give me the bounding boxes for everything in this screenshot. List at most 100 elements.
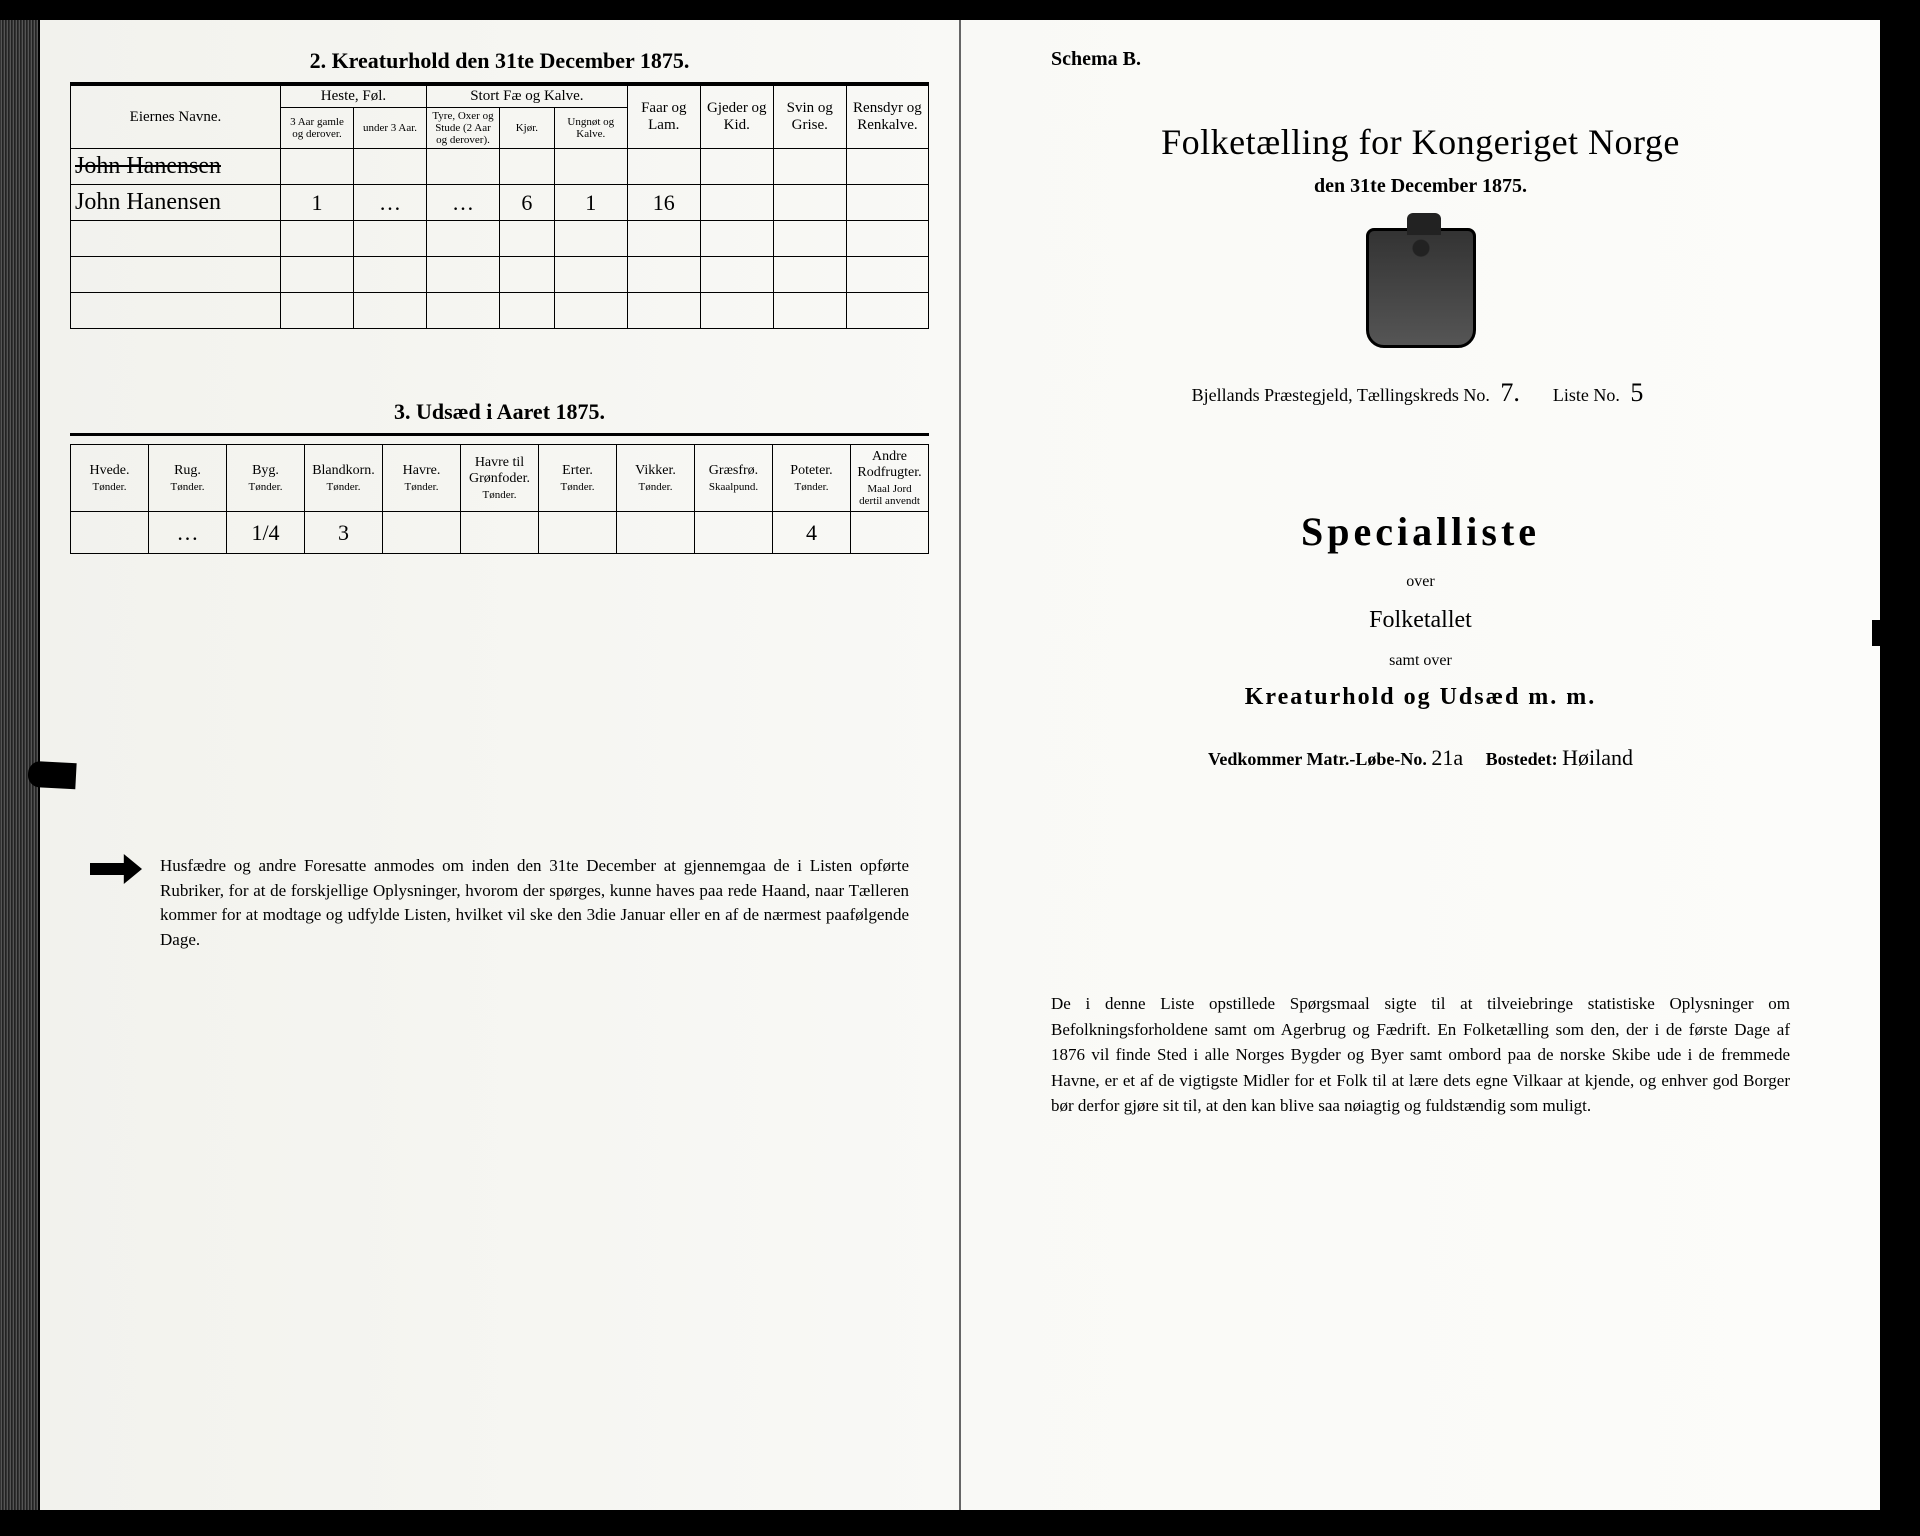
cell: 6 xyxy=(500,185,555,221)
cell xyxy=(554,293,627,329)
section3-title: 3. Udsæd i Aaret 1875. xyxy=(70,399,929,425)
cell xyxy=(773,293,846,329)
col-reindeer: Rensdyr og Renkalve. xyxy=(846,86,928,149)
cell xyxy=(700,221,773,257)
cell xyxy=(846,185,928,221)
col-sheep: Faar og Lam. xyxy=(627,86,700,149)
seed-col: Poteter.Tønder. xyxy=(773,445,851,512)
cell xyxy=(280,221,353,257)
section2-title: 2. Kreaturhold den 31te December 1875. xyxy=(70,48,929,74)
cell xyxy=(71,293,281,329)
table-row xyxy=(71,221,929,257)
col-bull: Tyre, Oxer og Stude (2 Aar og derover). xyxy=(426,108,499,149)
over-label: over xyxy=(991,573,1850,591)
schema-label: Schema B. xyxy=(1051,48,1850,71)
cell xyxy=(500,149,555,185)
right-footnote: De i denne Liste opstillede Spørgsmaal s… xyxy=(991,991,1850,1119)
cell xyxy=(627,149,700,185)
seed-cell xyxy=(461,512,539,554)
table-row: John Hanensen xyxy=(71,149,929,185)
cell xyxy=(700,293,773,329)
census-title: Folketælling for Kongeriget Norge xyxy=(991,121,1850,163)
seed-cell: … xyxy=(149,512,227,554)
col-name: Eiernes Navne. xyxy=(71,86,281,149)
cell xyxy=(627,257,700,293)
col-horse-old: 3 Aar gamle og derover. xyxy=(280,108,353,149)
cell xyxy=(846,257,928,293)
list-label: Liste No. xyxy=(1553,385,1620,405)
cell xyxy=(700,149,773,185)
seed-col: Erter.Tønder. xyxy=(539,445,617,512)
col-calf: Ungnøt og Kalve. xyxy=(554,108,627,149)
seed-cell: 1/4 xyxy=(227,512,305,554)
left-page: 2. Kreaturhold den 31te December 1875. E… xyxy=(40,20,961,1510)
col-cattle: Stort Fæ og Kalve. xyxy=(426,86,627,108)
cell xyxy=(500,257,555,293)
seed-cell xyxy=(851,512,929,554)
cell xyxy=(554,257,627,293)
cell xyxy=(71,257,281,293)
table-row xyxy=(71,293,929,329)
cell: 16 xyxy=(627,185,700,221)
cell xyxy=(846,221,928,257)
list-number: 5 xyxy=(1630,378,1643,407)
cell: … xyxy=(353,185,426,221)
cell xyxy=(700,185,773,221)
cell: … xyxy=(426,185,499,221)
seed-cell: 3 xyxy=(305,512,383,554)
cell xyxy=(426,293,499,329)
cell xyxy=(353,221,426,257)
cell xyxy=(773,221,846,257)
seed-col: Byg.Tønder. xyxy=(227,445,305,512)
livestock-table: Eiernes Navne. Heste, Føl. Stort Fæ og K… xyxy=(70,85,929,329)
cell xyxy=(71,221,281,257)
seed-col: Andre Rodfrugter.Maal Jord dertil anvend… xyxy=(851,445,929,512)
cell xyxy=(773,257,846,293)
seed-col: Hvede.Tønder. xyxy=(71,445,149,512)
left-footnote-text: Husfædre og andre Foresatte anmodes om i… xyxy=(160,856,909,949)
cell xyxy=(280,149,353,185)
right-page: Schema B. Folketælling for Kongeriget No… xyxy=(961,20,1880,1510)
seed-col: Vikker.Tønder. xyxy=(617,445,695,512)
col-goat: Gjeder og Kid. xyxy=(700,86,773,149)
seed-col: Græsfrø.Skaalpund. xyxy=(695,445,773,512)
cell xyxy=(426,149,499,185)
matr-number: 21a xyxy=(1431,745,1463,770)
specialliste-heading: Specialliste xyxy=(991,508,1850,555)
matr-line: Vedkommer Matr.-Løbe-No. 21a Bostedet: H… xyxy=(991,745,1850,771)
col-horse-young: under 3 Aar. xyxy=(353,108,426,149)
cell xyxy=(353,149,426,185)
cell xyxy=(353,257,426,293)
col-pig: Svin og Grise. xyxy=(773,86,846,149)
col-horses: Heste, Føl. xyxy=(280,86,426,108)
cell xyxy=(500,293,555,329)
cell xyxy=(500,221,555,257)
district-line: Bjellands Præstegjeld, Tællingskreds No.… xyxy=(991,378,1850,408)
cell xyxy=(426,257,499,293)
seed-cell xyxy=(383,512,461,554)
cell xyxy=(627,221,700,257)
seed-cell: 4 xyxy=(773,512,851,554)
cell xyxy=(280,293,353,329)
seed-col: Rug.Tønder. xyxy=(149,445,227,512)
col-cow: Kjør. xyxy=(500,108,555,149)
cell xyxy=(280,257,353,293)
cell xyxy=(700,257,773,293)
seed-cell xyxy=(617,512,695,554)
binder-clip-left-icon xyxy=(27,761,76,789)
bosted-label: Bostedet: xyxy=(1486,749,1558,769)
seed-col: Havre.Tønder. xyxy=(383,445,461,512)
rule2 xyxy=(70,433,929,436)
pointing-hand-icon xyxy=(90,854,142,884)
cell xyxy=(773,149,846,185)
binder-clip-right-icon xyxy=(1872,620,1920,646)
matr-label: Vedkommer Matr.-Løbe-No. xyxy=(1208,749,1427,769)
table-row: John Hanensen1……6116 xyxy=(71,185,929,221)
book-spread: 2. Kreaturhold den 31te December 1875. E… xyxy=(40,20,1880,1510)
bosted-value: Høiland xyxy=(1562,745,1633,770)
cell xyxy=(627,293,700,329)
cell: John Hanensen xyxy=(71,185,281,221)
cell xyxy=(846,293,928,329)
district-prefix: Bjellands Præstegjeld, Tællingskreds No. xyxy=(1192,385,1490,405)
samt-label: samt over xyxy=(991,652,1850,670)
